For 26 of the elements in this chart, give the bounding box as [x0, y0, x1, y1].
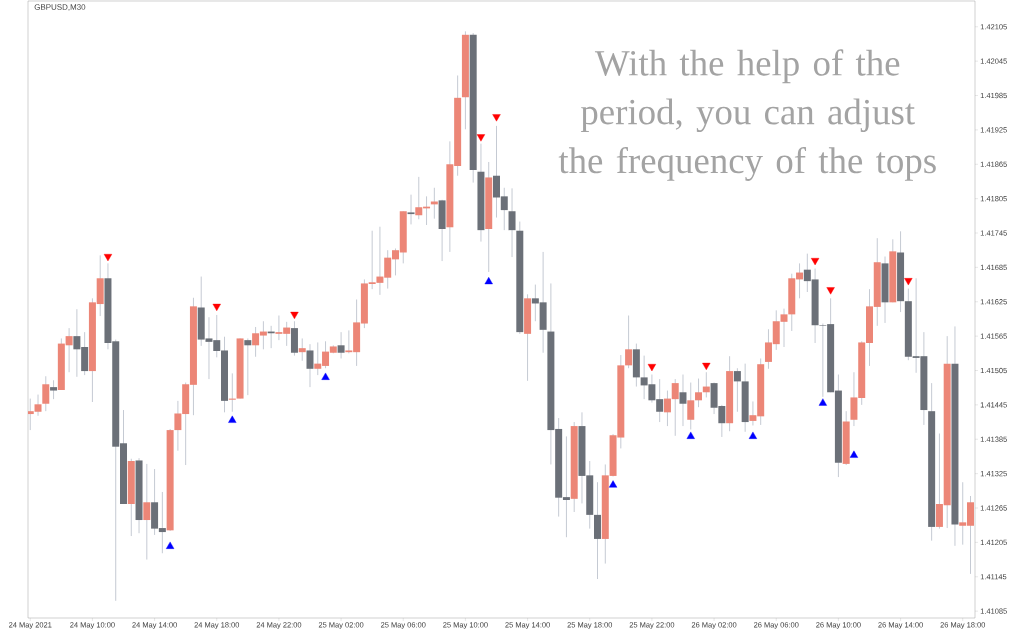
point [647, 364, 656, 372]
point [476, 134, 486, 142]
point [212, 303, 221, 312]
point [748, 431, 758, 439]
candlestick [695, 378, 703, 408]
point [826, 287, 835, 295]
point [904, 278, 913, 286]
annotation: With the help of the period, you can adjust the frequency of the tops [558, 49, 936, 181]
point [166, 541, 175, 549]
point [321, 372, 330, 380]
point [849, 450, 859, 458]
point [290, 311, 299, 320]
point [492, 114, 501, 122]
point [686, 431, 695, 439]
point [103, 254, 113, 262]
candlestick [244, 337, 252, 396]
candlestick [407, 194, 415, 225]
point [810, 258, 820, 266]
point [608, 480, 618, 488]
point [818, 398, 827, 406]
candlestick [337, 331, 345, 359]
point [702, 362, 711, 371]
point [484, 277, 493, 285]
candlestick [298, 337, 306, 362]
candlestick [50, 379, 58, 400]
point [228, 415, 237, 423]
